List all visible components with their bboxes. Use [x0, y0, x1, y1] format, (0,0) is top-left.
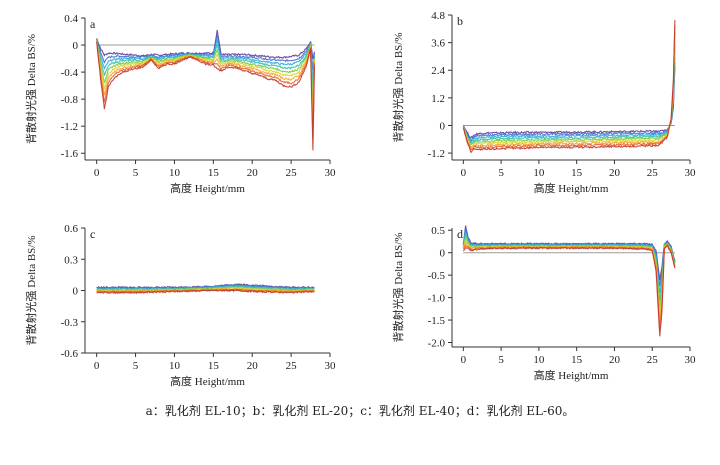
- y-tick-label: -0.6: [61, 348, 79, 360]
- x-tick-label: 10: [169, 167, 181, 179]
- series-line: [462, 238, 676, 316]
- series-line: [462, 240, 676, 322]
- series-line: [462, 245, 676, 337]
- x-axis-label: 高度 Height/mm: [170, 374, 245, 388]
- series-line: [96, 40, 315, 117]
- y-tick-label: 0.3: [64, 254, 78, 266]
- series-line: [462, 37, 676, 149]
- y-axis-label: 背散射光强 Delta BS/%: [24, 34, 38, 144]
- panel-label: c: [90, 227, 95, 241]
- x-tick-label: 15: [571, 354, 583, 366]
- y-tick-label: 2.4: [431, 65, 445, 77]
- panel-d: 0.5 0 -0.5 -1.0 -1.5 -2.0 0 5 10 15 20 25 30 高度 Heigh…: [391, 225, 696, 382]
- series-line: [462, 62, 676, 142]
- y-tick-label: -1.2: [428, 148, 445, 160]
- x-tick-label: 20: [609, 167, 621, 179]
- x-tick-label: 10: [533, 167, 545, 179]
- y-tick-label: -0.5: [428, 270, 446, 282]
- panel-c: 0.6 0.3 0 -0.3 -0.6 0 5 10 15 20 25 30 高度 Height/mm 背…: [24, 223, 336, 388]
- x-axis-label: 高度 Height/mm: [170, 181, 245, 195]
- series-line: [462, 243, 676, 329]
- x-tick-label: 25: [647, 167, 659, 179]
- series-line: [462, 228, 676, 287]
- y-tick-label: 1.2: [431, 93, 445, 105]
- x-tick-label: 0: [461, 167, 467, 179]
- y-tick-label: -0.8: [61, 94, 79, 106]
- x-tick-label: 25: [286, 360, 298, 372]
- x-tick-label: 25: [647, 354, 659, 366]
- series-line: [96, 39, 315, 105]
- panel-a: 0.4 0 -0.4 -0.8 -1.2 -1.6 0 5 10 15 20 25 30 高度 Heigh…: [24, 13, 336, 195]
- series-line: [462, 49, 676, 145]
- y-tick-label: -1.6: [61, 148, 79, 160]
- x-tick-label: 0: [94, 167, 100, 179]
- x-tick-label: 25: [286, 167, 298, 179]
- x-tick-label: 20: [247, 360, 259, 372]
- y-axis-label: 背散射光强 Delta BS/%: [24, 236, 38, 346]
- series-line: [96, 42, 315, 151]
- y-tick-label: -2.0: [428, 338, 446, 350]
- x-tick-label: 5: [133, 167, 139, 179]
- x-tick-label: 20: [247, 167, 259, 179]
- x-tick-label: 30: [685, 167, 697, 179]
- y-tick-label: 3.6: [431, 38, 445, 50]
- x-tick-label: 30: [325, 360, 337, 372]
- x-tick-label: 10: [169, 360, 181, 372]
- x-tick-label: 20: [609, 354, 621, 366]
- x-tick-label: 15: [571, 167, 583, 179]
- series-line: [462, 56, 676, 145]
- figure-caption: a：乳化剂 EL-10；b：乳化剂 EL-20；c：乳化剂 EL-40；d：乳化…: [145, 404, 575, 418]
- series-line: [96, 288, 315, 295]
- y-axis-label: 背散射光强 Delta BS/%: [391, 233, 405, 343]
- y-tick-label: 0.5: [431, 225, 445, 237]
- x-tick-label: 10: [533, 354, 545, 366]
- x-tick-label: 30: [685, 354, 697, 366]
- x-tick-label: 0: [94, 360, 100, 372]
- series-line: [96, 41, 315, 138]
- y-tick-label: -0.3: [61, 317, 79, 329]
- panel-label: a: [90, 17, 96, 31]
- series-line: [462, 43, 676, 146]
- x-tick-label: 0: [461, 354, 467, 366]
- y-tick-label: 0: [440, 120, 446, 132]
- series-line: [96, 29, 315, 60]
- x-axis-label: 高度 Height/mm: [534, 181, 609, 195]
- panel-label: b: [457, 14, 463, 28]
- y-tick-label: 0: [73, 40, 79, 52]
- y-tick-label: 4.8: [431, 10, 445, 22]
- x-tick-label: 15: [208, 360, 220, 372]
- y-tick-label: 0.4: [64, 13, 78, 25]
- x-tick-label: 5: [498, 354, 504, 366]
- series-line: [462, 67, 676, 139]
- x-axis-label: 高度 Height/mm: [534, 368, 609, 382]
- y-tick-label: 0: [73, 286, 79, 298]
- y-tick-label: 0: [440, 248, 446, 260]
- x-tick-label: 30: [325, 167, 337, 179]
- series-line: [96, 39, 315, 83]
- y-tick-label: 0.6: [64, 223, 78, 235]
- x-tick-label: 5: [498, 167, 504, 179]
- y-tick-label: -1.2: [61, 121, 78, 133]
- panel-label: d: [457, 227, 463, 241]
- y-tick-label: -1.0: [428, 293, 446, 305]
- series-line: [96, 35, 315, 70]
- x-tick-label: 5: [133, 360, 139, 372]
- y-axis-label: 背散射光强 Delta BS/%: [391, 33, 405, 143]
- series-line: [462, 231, 676, 294]
- panel-b: 4.8 3.6 2.4 1.2 0 -1.2 0 5 10 15 20 25 30 高度 Height/m…: [391, 10, 696, 195]
- y-tick-label: -1.5: [428, 315, 446, 327]
- x-tick-label: 15: [208, 167, 220, 179]
- series-line: [462, 19, 676, 154]
- y-tick-label: -0.4: [61, 67, 79, 79]
